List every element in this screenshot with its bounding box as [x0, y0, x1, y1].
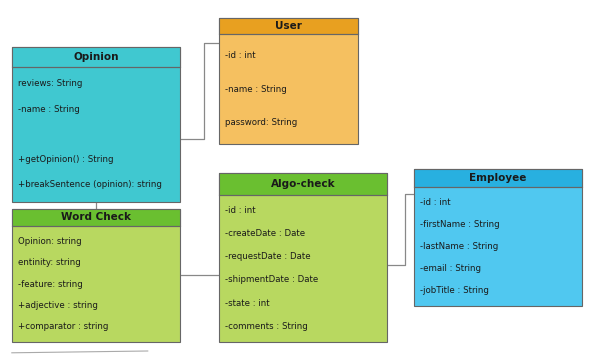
Text: -lastName : String: -lastName : String — [420, 242, 498, 251]
Text: +breakSentence (opinion): string: +breakSentence (opinion): string — [18, 180, 161, 189]
Bar — [219, 173, 387, 195]
Text: -id : int: -id : int — [225, 206, 255, 215]
Text: Employee: Employee — [469, 173, 527, 183]
Text: Algo-check: Algo-check — [271, 179, 335, 189]
Bar — [12, 47, 180, 67]
Text: -firstName : String: -firstName : String — [420, 220, 499, 229]
Bar — [219, 173, 387, 342]
Text: +adjective : string: +adjective : string — [18, 301, 98, 310]
Text: Opinion: string: Opinion: string — [18, 237, 82, 246]
Bar — [12, 47, 180, 202]
Text: -jobTitle : String: -jobTitle : String — [420, 286, 489, 295]
Text: User: User — [275, 21, 301, 31]
Bar — [12, 209, 180, 226]
Text: -name : String: -name : String — [18, 104, 79, 113]
Bar — [414, 169, 582, 306]
Text: -requestDate : Date: -requestDate : Date — [225, 252, 310, 261]
Text: -email : String: -email : String — [420, 264, 480, 273]
Bar — [12, 209, 180, 342]
Text: Opinion: Opinion — [73, 52, 119, 62]
Text: -name : String: -name : String — [225, 85, 286, 94]
Text: +getOpinion() : String: +getOpinion() : String — [18, 155, 113, 164]
Text: -state : int: -state : int — [225, 298, 269, 307]
Text: entinity: string: entinity: string — [18, 258, 80, 267]
Text: -comments : String: -comments : String — [225, 321, 307, 330]
Bar — [219, 18, 358, 34]
Bar — [219, 18, 358, 144]
Bar — [414, 169, 582, 187]
Text: -id : int: -id : int — [420, 198, 450, 207]
Text: password: String: password: String — [225, 118, 297, 127]
Text: +comparator : string: +comparator : string — [18, 323, 108, 332]
Text: -id : int: -id : int — [225, 51, 255, 60]
Text: Word Check: Word Check — [61, 212, 131, 222]
Text: -createDate : Date: -createDate : Date — [225, 229, 305, 238]
Text: -feature: string: -feature: string — [18, 280, 83, 289]
Text: reviews: String: reviews: String — [18, 79, 82, 88]
Text: -shipmentDate : Date: -shipmentDate : Date — [225, 275, 318, 284]
